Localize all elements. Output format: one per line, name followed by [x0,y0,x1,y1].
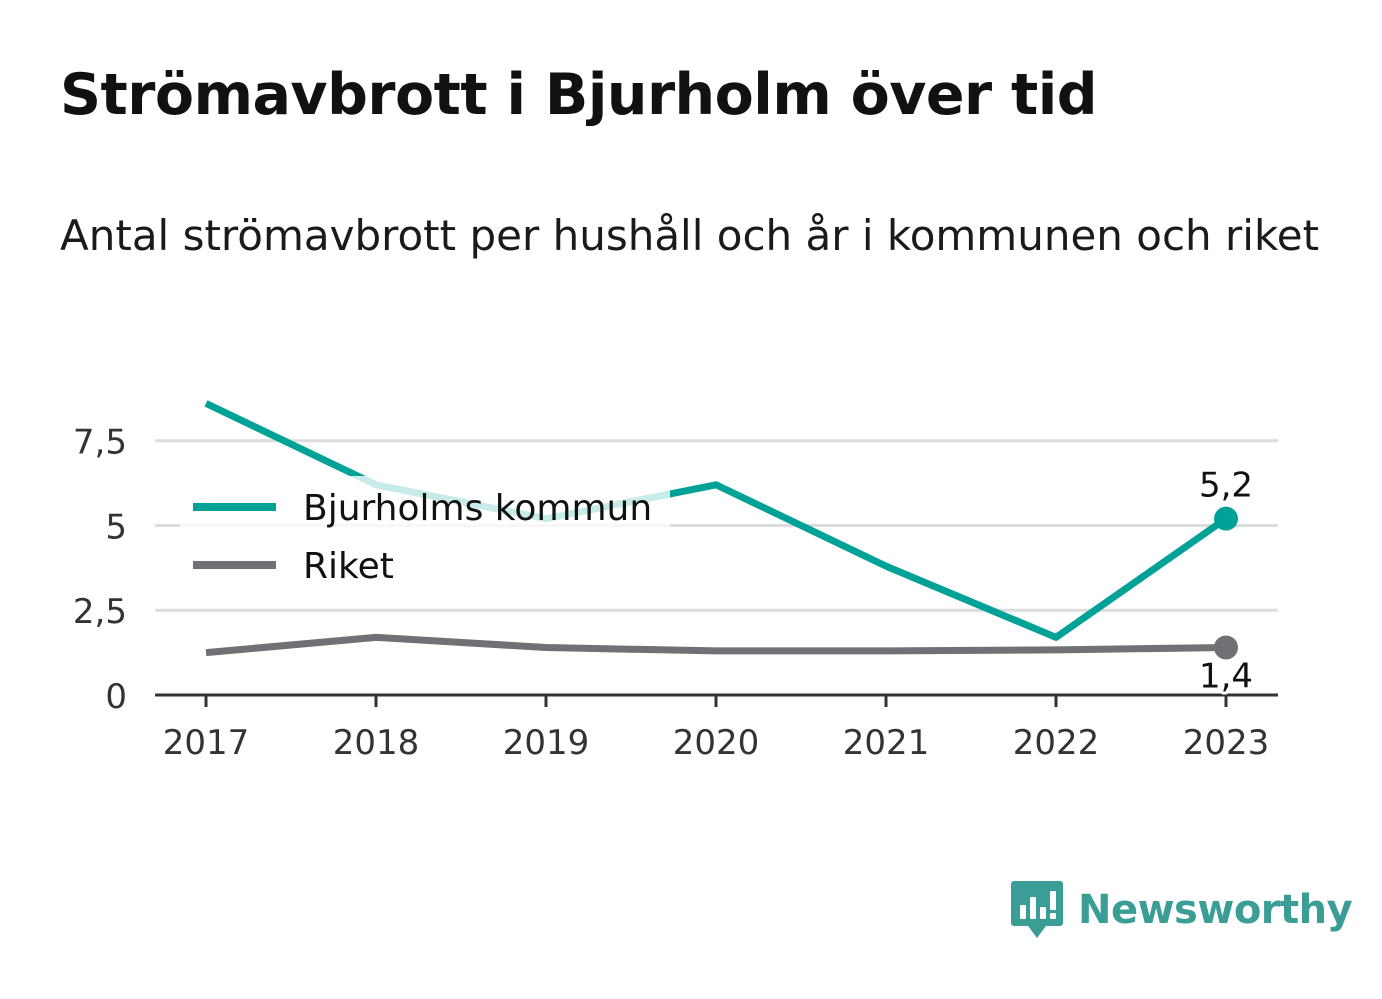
brand: Newsworthy [1010,878,1353,942]
y-tick-label: 5 [105,507,127,547]
legend-label: Bjurholms kommun [303,488,652,529]
y-axis-ticks: 0 2,5 5 7,5 [73,423,127,717]
x-tick-label: 2021 [843,723,930,763]
chart-subtitle: Antal strömavbrott per hushåll och år i … [60,211,1320,260]
end-point [1214,635,1238,660]
end-point [1214,506,1238,531]
end-value-label: 1,4 [1199,657,1253,697]
legend-background [180,476,670,592]
legend-label: Riket [303,546,394,587]
x-tick-label: 2020 [673,723,760,763]
y-tick-label: 2,5 [73,592,127,632]
series-line [205,633,1227,657]
y-tick-label: 0 [105,677,127,717]
x-tick-label: 2023 [1183,723,1270,763]
y-tick-label: 7,5 [73,423,127,463]
x-tick-label: 2017 [163,723,250,763]
end-value-label: 5,2 [1199,466,1253,506]
chart-title: Strömavbrott i Bjurholm över tid [60,62,1098,128]
x-tick-label: 2019 [503,723,590,763]
legend: Bjurholms kommun Riket [180,476,670,592]
newsworthy-logo-icon [1011,881,1063,938]
brand-name: Newsworthy [1078,887,1353,933]
end-labels: 5,2 1,4 [1196,463,1256,700]
x-axis-ticks: 2017 2018 2019 2020 2021 2022 2023 [163,695,1270,763]
x-tick-label: 2018 [333,723,420,763]
x-tick-label: 2022 [1013,723,1100,763]
